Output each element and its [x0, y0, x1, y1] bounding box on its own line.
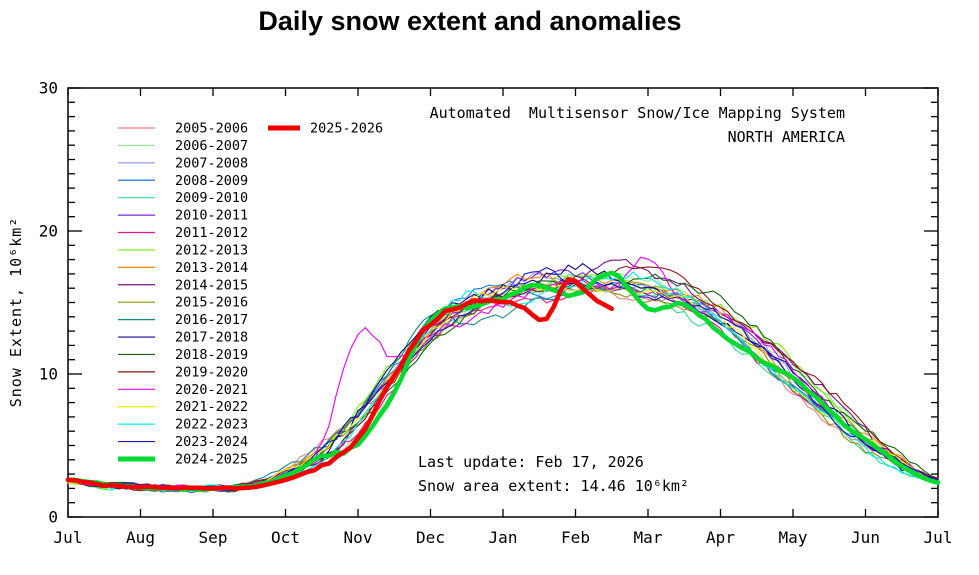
x-tick-label: Oct — [271, 528, 300, 547]
legend-label: 2014-2015 — [175, 277, 248, 293]
legend-item-2014-2015: 2014-2015 — [118, 277, 248, 293]
legend-label: 2009-2010 — [175, 190, 248, 206]
legend-item-2008-2009: 2008-2009 — [118, 173, 248, 189]
legend-item-2022-2023: 2022-2023 — [118, 417, 248, 433]
y-axis: 0 10 20 30 — [39, 79, 938, 527]
legend-item-2018-2019: 2018-2019 — [118, 347, 248, 363]
legend-label: 2023-2024 — [175, 434, 248, 450]
legend-label: 2021-2022 — [175, 399, 248, 415]
legend-item-2024-2025: 2024-2025 — [118, 451, 248, 467]
legend-label: 2011-2012 — [175, 225, 248, 241]
y-axis-title: Snow Extent, 10⁶km² — [7, 216, 25, 408]
legend-label: 2025-2026 — [310, 121, 383, 137]
legend-item-2015-2016: 2015-2016 — [118, 295, 248, 311]
legend-label: 2022-2023 — [175, 417, 248, 433]
snow-area-extent-text: Snow area extent: 14.46 10⁶km² — [418, 477, 689, 495]
legend-label: 2018-2019 — [175, 347, 248, 363]
x-tick-label: Dec — [416, 528, 445, 547]
legend-label: 2019-2020 — [175, 364, 248, 380]
last-update-text: Last update: Feb 17, 2026 — [418, 453, 644, 471]
page-title: Daily snow extent and anomalies — [258, 6, 682, 36]
x-tick-label: Aug — [126, 528, 155, 547]
legend-item-2013-2014: 2013-2014 — [118, 260, 248, 276]
legend-item-2017-2018: 2017-2018 — [118, 330, 248, 346]
x-tick-label: Jul — [54, 528, 83, 547]
x-tick-label: Sep — [199, 528, 228, 547]
legend-item-2006-2007: 2006-2007 — [118, 138, 248, 154]
legend-label: 2006-2007 — [175, 138, 248, 154]
legend-item-2005-2006: 2005-2006 — [118, 121, 248, 137]
x-tick-label: Feb — [561, 528, 590, 547]
legend-label: 2016-2017 — [175, 312, 248, 328]
x-tick-label: Apr — [706, 528, 735, 547]
x-tick-label: Mar — [634, 528, 663, 547]
y-tick-label: 10 — [39, 365, 58, 384]
series-lines — [65, 256, 941, 494]
legend-label: 2020-2021 — [175, 382, 248, 398]
region-text: NORTH AMERICA — [727, 128, 845, 146]
legend-item-2007-2008: 2007-2008 — [118, 155, 248, 171]
y-tick-label: 0 — [48, 508, 58, 527]
x-tick-label: Nov — [344, 528, 373, 547]
x-tick-label: Jun — [851, 528, 880, 547]
legend-item-2010-2011: 2010-2011 — [118, 208, 248, 224]
legend-item-2021-2022: 2021-2022 — [118, 399, 248, 415]
legend-item-2016-2017: 2016-2017 — [118, 312, 248, 328]
legend-item-2009-2010: 2009-2010 — [118, 190, 248, 206]
legend-label: 2024-2025 — [175, 451, 248, 467]
legend-label: 2010-2011 — [175, 208, 248, 224]
legend-label: 2017-2018 — [175, 330, 248, 346]
legend-label: 2007-2008 — [175, 155, 248, 171]
series-line-2025-2026 — [65, 277, 615, 491]
legend-label: 2013-2014 — [175, 260, 248, 276]
legend-item-2020-2021: 2020-2021 — [118, 382, 248, 398]
legend-item-2025-2026: 2025-2026 — [268, 121, 383, 137]
legend-label: 2015-2016 — [175, 295, 248, 311]
x-tick-label: Jul — [924, 528, 953, 547]
x-tick-label: May — [779, 528, 808, 547]
y-tick-label: 20 — [39, 222, 58, 241]
legend-item-2023-2024: 2023-2024 — [118, 434, 248, 450]
y-tick-label: 30 — [39, 79, 58, 98]
legend-label: 2008-2009 — [175, 173, 248, 189]
x-axis: Jul Aug Sep Oct Nov Dec Jan Feb Mar Apr May Jun Jul — [54, 88, 953, 547]
legend-item-2019-2020: 2019-2020 — [118, 364, 248, 380]
system-name-text: Automated Multisensor Snow/Ice Mapping S… — [429, 104, 845, 122]
legend-label: 2005-2006 — [175, 121, 248, 137]
legend-item-2012-2013: 2012-2013 — [118, 242, 248, 258]
series-line-2017-2018 — [67, 263, 939, 490]
legend-label: 2012-2013 — [175, 242, 248, 258]
x-tick-label: Jan — [489, 528, 518, 547]
legend-item-2011-2012: 2011-2012 — [118, 225, 248, 241]
